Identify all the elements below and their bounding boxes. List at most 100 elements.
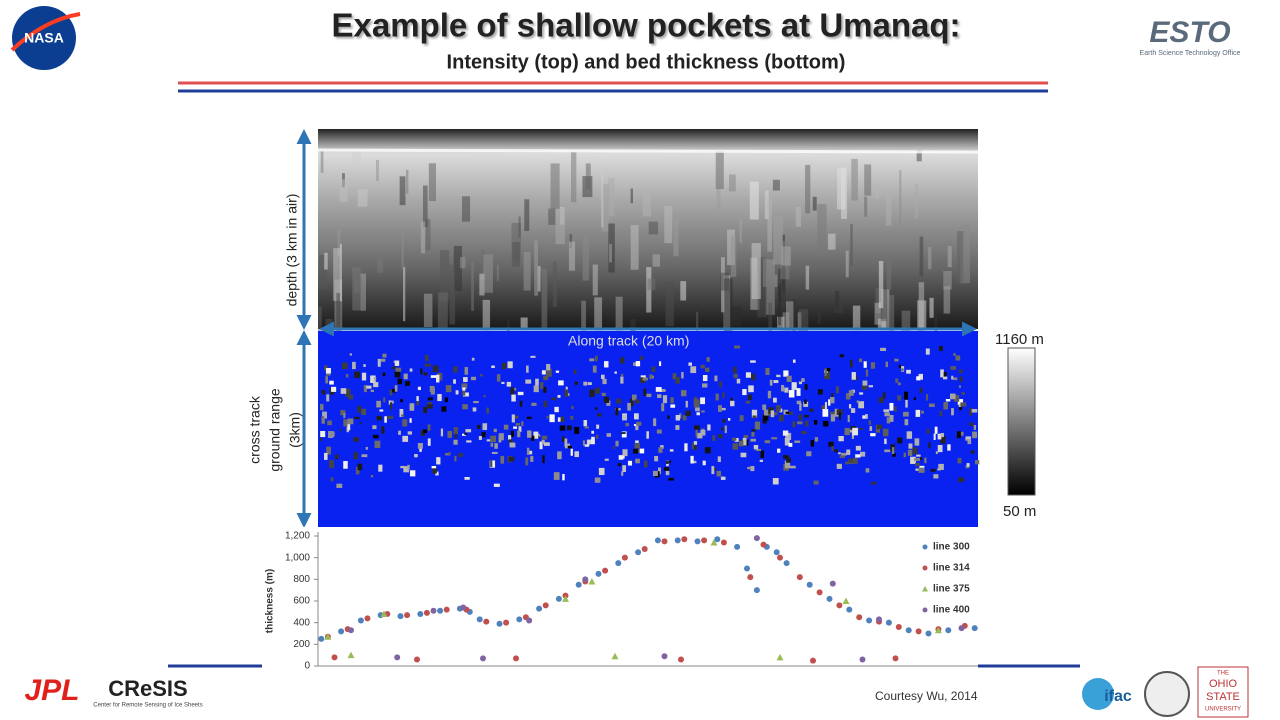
radar-streak <box>592 264 598 296</box>
radar-streak <box>406 169 409 194</box>
map-speckle <box>695 407 700 412</box>
map-speckle <box>586 439 590 446</box>
radar-streak <box>439 250 450 302</box>
map-speckle <box>743 434 749 438</box>
map-speckle <box>527 430 532 438</box>
map-speckle <box>928 442 931 449</box>
map-speckle <box>395 367 402 372</box>
map-speckle <box>693 441 698 445</box>
map-speckle <box>670 397 674 404</box>
map-speckle <box>596 424 600 429</box>
map-speckle <box>420 430 426 437</box>
map-speckle <box>571 405 574 410</box>
radar-streak <box>878 260 884 309</box>
map-speckle <box>405 381 411 386</box>
map-speckle <box>464 476 470 480</box>
map-speckle <box>582 440 585 446</box>
map-speckle <box>562 473 565 481</box>
point <box>674 537 681 544</box>
map-speckle <box>809 408 814 412</box>
map-speckle <box>330 477 334 482</box>
radar-surface <box>317 148 979 154</box>
map-speckle <box>953 377 958 381</box>
map-speckle <box>836 409 843 416</box>
map-speckle <box>858 358 863 363</box>
map-speckle <box>562 436 565 443</box>
map-speckle <box>755 448 762 452</box>
map-speckle <box>836 463 842 469</box>
map-speckle <box>382 353 387 358</box>
radar-streak <box>729 174 736 192</box>
map-speckle <box>500 455 505 464</box>
radar-streak <box>732 306 742 327</box>
map-speckle <box>696 432 703 439</box>
ifac-logo: ifac <box>1104 688 1132 705</box>
map-speckle <box>785 432 792 440</box>
radar-streak <box>875 288 882 314</box>
depth-label: depth (3 km in air) <box>284 194 300 307</box>
map-speckle <box>510 430 514 437</box>
map-speckle <box>940 432 945 438</box>
y-tick-label: 1,000 <box>285 552 310 563</box>
map-speckle <box>426 404 433 409</box>
map-speckle <box>615 440 619 447</box>
map-speckle <box>717 456 721 463</box>
map-speckle <box>745 372 751 378</box>
map-speckle <box>622 465 627 473</box>
map-speckle <box>876 424 883 430</box>
university-seal <box>1144 671 1190 717</box>
map-speckle <box>956 431 961 439</box>
radar-streak <box>835 290 840 311</box>
map-speckle <box>886 417 891 424</box>
map-speckle <box>391 388 397 393</box>
map-speckle <box>711 466 715 475</box>
map-speckle <box>636 421 642 426</box>
map-speckle <box>557 395 561 398</box>
map-speckle <box>339 428 342 432</box>
radar-streak <box>845 250 849 278</box>
map-speckle <box>389 389 393 396</box>
point <box>347 651 355 659</box>
map-speckle <box>372 434 379 439</box>
map-speckle <box>409 418 412 423</box>
map-speckle <box>381 426 385 434</box>
map-speckle <box>961 392 965 395</box>
map-speckle <box>320 437 323 441</box>
map-speckle <box>839 354 844 358</box>
map-speckle <box>813 480 819 485</box>
map-speckle <box>754 421 761 430</box>
radar-streak <box>664 205 673 244</box>
map-speckle <box>466 440 472 443</box>
map-speckle <box>325 376 328 384</box>
point <box>611 652 619 660</box>
map-speckle <box>772 478 779 485</box>
map-speckle <box>594 355 598 362</box>
map-speckle <box>906 369 911 374</box>
map-speckle <box>786 457 791 463</box>
jpl-logo: JPL <box>24 674 79 707</box>
point <box>338 628 345 635</box>
point <box>776 653 784 661</box>
map-speckle <box>654 456 659 462</box>
map-speckle <box>804 399 807 404</box>
map-speckle <box>658 447 663 453</box>
map-speckle <box>871 481 877 485</box>
map-speckle <box>646 393 652 398</box>
map-speckle <box>759 459 764 462</box>
radar-streak <box>437 292 448 330</box>
radar-streak <box>425 218 431 251</box>
map-speckle <box>409 368 413 372</box>
map-speckle <box>853 457 858 464</box>
map-speckle <box>584 444 590 447</box>
map-speckle <box>326 446 331 455</box>
y-tick-label: 800 <box>293 574 310 585</box>
map-speckle <box>616 398 622 404</box>
map-speckle <box>719 381 722 388</box>
map-speckle <box>493 483 500 487</box>
map-speckle <box>897 437 903 444</box>
map-speckle <box>462 433 466 436</box>
point <box>661 653 668 660</box>
map-speckle <box>904 419 909 426</box>
map-speckle <box>716 470 722 477</box>
map-speckle <box>660 445 664 449</box>
